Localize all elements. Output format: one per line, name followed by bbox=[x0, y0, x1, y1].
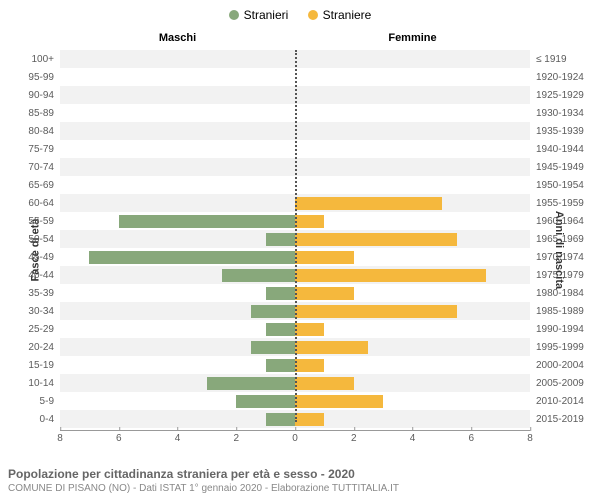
birth-year-label: 1955-1959 bbox=[530, 198, 584, 209]
birth-year-label: 1980-1984 bbox=[530, 288, 584, 299]
bar-female bbox=[295, 251, 354, 264]
x-tick: 4 bbox=[410, 433, 416, 444]
bar-female bbox=[295, 323, 324, 336]
bar-male bbox=[251, 305, 295, 318]
age-label: 55-59 bbox=[28, 216, 60, 227]
birth-year-label: 1925-1929 bbox=[530, 90, 584, 101]
age-label: 10-14 bbox=[28, 378, 60, 389]
legend-female: Straniere bbox=[308, 8, 372, 22]
bar-male bbox=[266, 287, 295, 300]
x-axis: 8 6 4 2 0 2 4 6 8 bbox=[60, 430, 530, 450]
chart-header-female: Femmine bbox=[295, 32, 530, 50]
bar-male bbox=[222, 269, 295, 282]
age-label: 30-34 bbox=[28, 306, 60, 317]
birth-year-label: 1960-1964 bbox=[530, 216, 584, 227]
age-label: 65-69 bbox=[28, 180, 60, 191]
birth-year-label: 1995-1999 bbox=[530, 342, 584, 353]
age-label: 50-54 bbox=[28, 234, 60, 245]
birth-year-label: 1935-1939 bbox=[530, 126, 584, 137]
bar-male bbox=[266, 323, 295, 336]
age-label: 5-9 bbox=[40, 396, 60, 407]
age-label: 20-24 bbox=[28, 342, 60, 353]
age-label: 40-44 bbox=[28, 270, 60, 281]
birth-year-label: 1945-1949 bbox=[530, 162, 584, 173]
legend-female-swatch bbox=[308, 10, 318, 20]
bar-female bbox=[295, 287, 354, 300]
birth-year-label: 1940-1944 bbox=[530, 144, 584, 155]
birth-year-label: 1985-1989 bbox=[530, 306, 584, 317]
birth-year-label: 1990-1994 bbox=[530, 324, 584, 335]
birth-year-label: 1970-1974 bbox=[530, 252, 584, 263]
bar-female bbox=[295, 413, 324, 426]
age-label: 15-19 bbox=[28, 360, 60, 371]
chart-header-male: Maschi bbox=[60, 32, 295, 50]
x-tick: 8 bbox=[57, 433, 63, 444]
age-label: 85-89 bbox=[28, 108, 60, 119]
bar-female bbox=[295, 215, 324, 228]
birth-year-label: 1920-1924 bbox=[530, 72, 584, 83]
age-label: 70-74 bbox=[28, 162, 60, 173]
bar-female bbox=[295, 377, 354, 390]
birth-year-label: 2015-2019 bbox=[530, 414, 584, 425]
legend: Stranieri Straniere bbox=[0, 8, 600, 23]
bar-female bbox=[295, 359, 324, 372]
bar-female bbox=[295, 305, 457, 318]
zero-line bbox=[295, 50, 297, 422]
birth-year-label: 2010-2014 bbox=[530, 396, 584, 407]
x-tick: 8 bbox=[527, 433, 533, 444]
bar-female bbox=[295, 269, 486, 282]
legend-male: Stranieri bbox=[229, 8, 289, 22]
legend-male-label: Stranieri bbox=[244, 8, 289, 22]
bar-female bbox=[295, 395, 383, 408]
bar-male bbox=[207, 377, 295, 390]
birth-year-label: 1930-1934 bbox=[530, 108, 584, 119]
age-label: 45-49 bbox=[28, 252, 60, 263]
bar-female bbox=[295, 233, 457, 246]
bar-female bbox=[295, 197, 442, 210]
bar-male bbox=[266, 413, 295, 426]
age-label: 35-39 bbox=[28, 288, 60, 299]
x-tick: 4 bbox=[175, 433, 181, 444]
bar-male bbox=[266, 359, 295, 372]
age-label: 75-79 bbox=[28, 144, 60, 155]
bar-male bbox=[236, 395, 295, 408]
chart-caption: Popolazione per cittadinanza straniera p… bbox=[8, 467, 592, 494]
birth-year-label: 2000-2004 bbox=[530, 360, 584, 371]
birth-year-label: 1965-1969 bbox=[530, 234, 584, 245]
age-label: 80-84 bbox=[28, 126, 60, 137]
x-tick: 2 bbox=[233, 433, 239, 444]
bar-female bbox=[295, 341, 368, 354]
x-tick: 6 bbox=[116, 433, 122, 444]
age-label: 25-29 bbox=[28, 324, 60, 335]
bar-male bbox=[251, 341, 295, 354]
x-tick: 6 bbox=[468, 433, 474, 444]
birth-year-label: 1975-1979 bbox=[530, 270, 584, 281]
legend-male-swatch bbox=[229, 10, 239, 20]
age-label: 100+ bbox=[31, 54, 60, 65]
birth-year-label: 1950-1954 bbox=[530, 180, 584, 191]
bar-male bbox=[266, 233, 295, 246]
birth-year-label: ≤ 1919 bbox=[530, 54, 567, 65]
legend-female-label: Straniere bbox=[323, 8, 372, 22]
caption-subtitle: COMUNE DI PISANO (NO) - Dati ISTAT 1° ge… bbox=[8, 483, 592, 494]
birth-year-label: 2005-2009 bbox=[530, 378, 584, 389]
x-tick: 2 bbox=[351, 433, 357, 444]
x-tick: 0 bbox=[292, 433, 298, 444]
age-label: 95-99 bbox=[28, 72, 60, 83]
bar-male bbox=[89, 251, 295, 264]
age-label: 90-94 bbox=[28, 90, 60, 101]
caption-title: Popolazione per cittadinanza straniera p… bbox=[8, 467, 592, 481]
bar-male bbox=[119, 215, 295, 228]
chart-header-row: Maschi Femmine bbox=[60, 32, 530, 50]
pyramid-chart: Maschi Femmine 100+≤ 191995-991920-19249… bbox=[60, 32, 530, 442]
age-label: 0-4 bbox=[40, 414, 60, 425]
age-label: 60-64 bbox=[28, 198, 60, 209]
